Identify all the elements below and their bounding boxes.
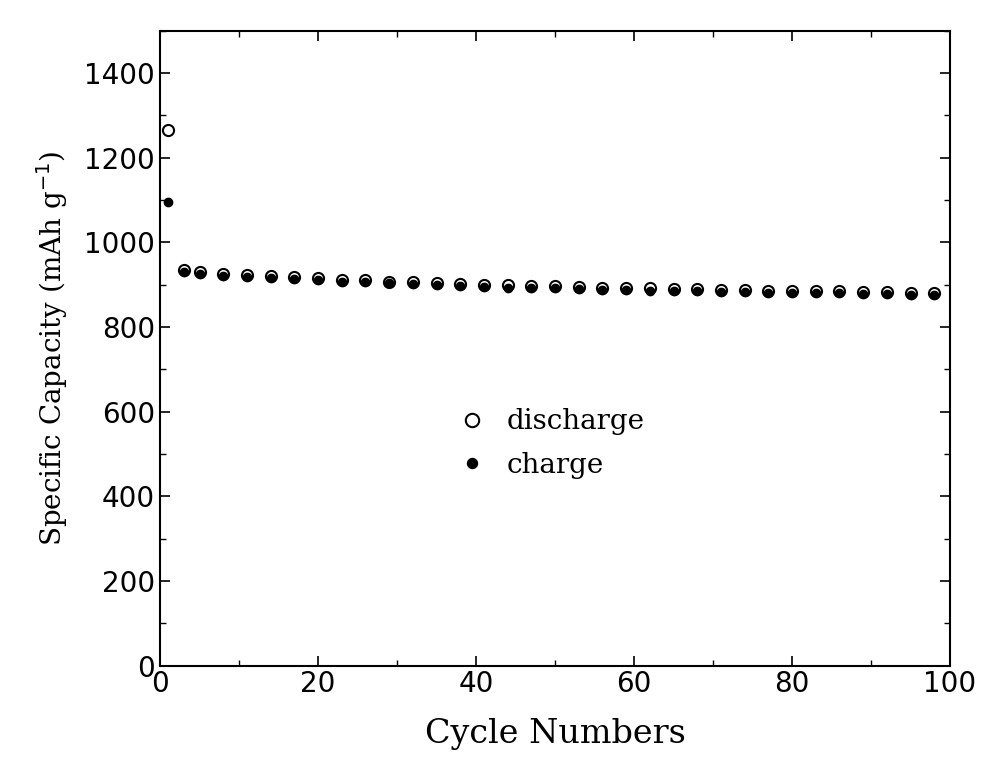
- charge: [762, 288, 774, 298]
- charge: [715, 287, 727, 296]
- discharge: [833, 287, 845, 296]
- charge: [430, 281, 442, 290]
- discharge: [620, 283, 632, 292]
- discharge: [359, 275, 371, 285]
- discharge: [383, 277, 395, 286]
- discharge: [668, 285, 680, 294]
- charge: [359, 278, 371, 287]
- discharge: [691, 285, 703, 294]
- charge: [810, 289, 822, 298]
- discharge: [178, 265, 190, 275]
- discharge: [904, 288, 916, 298]
- charge: [217, 272, 229, 281]
- discharge: [430, 278, 442, 288]
- charge: [407, 279, 419, 288]
- X-axis label: Cycle Numbers: Cycle Numbers: [425, 718, 685, 750]
- discharge: [194, 267, 206, 276]
- discharge: [928, 288, 940, 298]
- discharge: [265, 271, 277, 280]
- charge: [620, 285, 632, 295]
- charge: [549, 284, 561, 293]
- charge: [178, 267, 190, 276]
- charge: [596, 285, 608, 295]
- discharge: [162, 125, 174, 135]
- discharge: [762, 286, 774, 295]
- Line: charge: charge: [164, 198, 938, 299]
- charge: [881, 290, 893, 299]
- discharge: [549, 282, 561, 291]
- discharge: [288, 272, 300, 282]
- charge: [786, 288, 798, 298]
- discharge: [786, 286, 798, 295]
- discharge: [478, 280, 490, 289]
- charge: [857, 289, 869, 298]
- discharge: [739, 285, 751, 295]
- charge: [194, 269, 206, 278]
- charge: [928, 291, 940, 300]
- charge: [525, 283, 537, 292]
- discharge: [881, 288, 893, 297]
- discharge: [454, 279, 466, 288]
- discharge: [596, 283, 608, 292]
- Y-axis label: Specific Capacity (mAh g$^{-1}$): Specific Capacity (mAh g$^{-1}$): [34, 151, 70, 545]
- discharge: [573, 282, 585, 291]
- charge: [478, 282, 490, 291]
- discharge: [502, 281, 514, 290]
- charge: [502, 283, 514, 292]
- charge: [383, 278, 395, 288]
- Legend: discharge, charge: discharge, charge: [451, 395, 659, 493]
- discharge: [644, 284, 656, 293]
- discharge: [217, 269, 229, 278]
- charge: [833, 289, 845, 298]
- charge: [668, 286, 680, 295]
- discharge: [810, 286, 822, 295]
- discharge: [241, 270, 253, 279]
- charge: [739, 288, 751, 297]
- charge: [288, 275, 300, 284]
- discharge: [407, 278, 419, 287]
- discharge: [525, 282, 537, 291]
- discharge: [715, 285, 727, 295]
- charge: [644, 286, 656, 295]
- charge: [241, 272, 253, 282]
- charge: [904, 290, 916, 299]
- charge: [312, 275, 324, 285]
- charge: [162, 197, 174, 207]
- charge: [454, 282, 466, 291]
- discharge: [336, 275, 348, 284]
- Line: discharge: discharge: [162, 125, 940, 298]
- charge: [573, 285, 585, 294]
- charge: [265, 273, 277, 282]
- discharge: [312, 273, 324, 282]
- charge: [691, 287, 703, 296]
- charge: [336, 277, 348, 286]
- discharge: [857, 287, 869, 296]
